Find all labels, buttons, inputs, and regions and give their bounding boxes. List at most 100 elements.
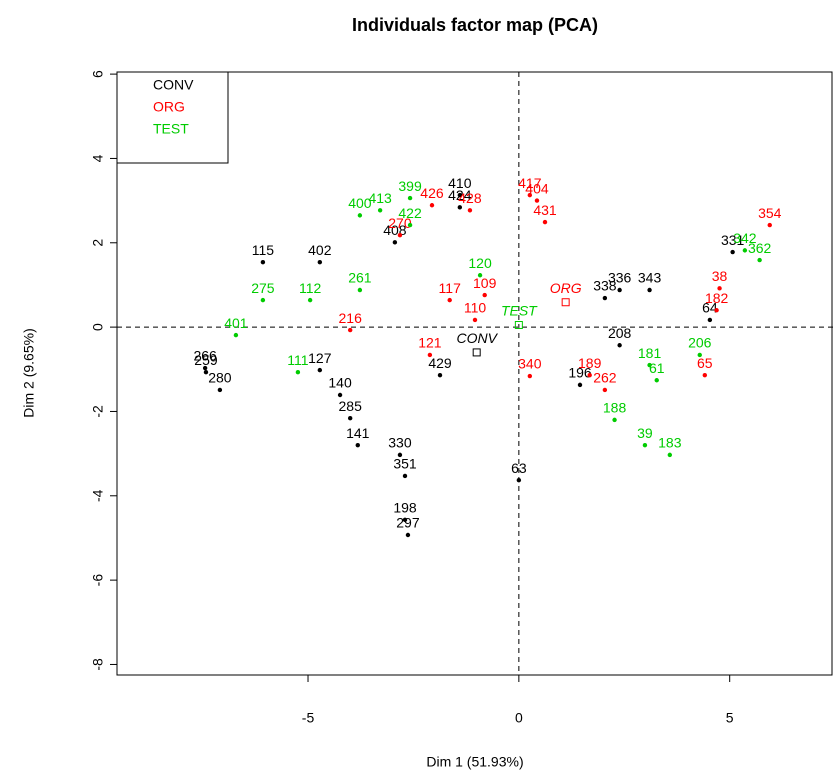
point-label: 65	[697, 355, 713, 371]
y-tick-label: 4	[90, 154, 106, 162]
point-label: 413	[368, 190, 392, 206]
point-label: 61	[649, 360, 665, 376]
point	[717, 286, 722, 291]
y-tick-label: -6	[90, 574, 106, 587]
point-label: 38	[712, 268, 728, 284]
point	[767, 222, 772, 228]
point	[295, 370, 301, 375]
point	[347, 415, 353, 421]
point-label: 428	[458, 190, 482, 206]
point-label: 429	[428, 355, 452, 371]
legend-label: CONV	[153, 77, 194, 93]
point-label: 402	[308, 242, 332, 258]
centroid-label: CONV	[456, 330, 498, 346]
y-tick-label: -2	[90, 405, 106, 418]
point-label: 431	[533, 202, 557, 218]
point	[307, 297, 313, 303]
point-label: 120	[468, 255, 492, 271]
point-label: 285	[339, 398, 363, 414]
point-label: 275	[251, 280, 275, 296]
point-label: 261	[348, 270, 372, 286]
point-label: 109	[473, 275, 497, 291]
point	[482, 292, 487, 298]
point	[702, 372, 708, 378]
point	[642, 442, 648, 448]
point-label: 342	[733, 230, 757, 246]
point	[542, 219, 548, 225]
point	[203, 370, 209, 375]
point-label: 198	[393, 500, 417, 516]
point	[377, 208, 383, 213]
point-label: 343	[638, 270, 662, 286]
point	[407, 222, 413, 228]
point	[405, 532, 411, 538]
centroid-label: TEST	[501, 303, 538, 319]
point	[730, 249, 735, 255]
point	[477, 273, 483, 278]
point-label: 63	[511, 460, 527, 476]
point-label: 189	[578, 355, 602, 371]
point	[587, 372, 592, 378]
point	[317, 367, 323, 373]
point	[407, 195, 413, 201]
point-label: 183	[658, 435, 682, 451]
point	[612, 417, 617, 423]
point-label: 111	[287, 352, 308, 368]
point-label: 140	[328, 375, 352, 391]
point-label: 117	[439, 280, 462, 296]
point-label: 401	[224, 315, 248, 331]
point-label: 188	[603, 400, 627, 416]
point	[317, 259, 323, 265]
point	[437, 372, 443, 378]
point	[467, 208, 473, 213]
point-label: 330	[388, 435, 412, 451]
point-label: 196	[568, 365, 592, 381]
plot-frame	[116, 71, 833, 676]
legend-label: TEST	[153, 121, 189, 137]
centroid-label: ORG	[550, 280, 582, 296]
point-label: 115	[252, 242, 275, 258]
point-label: 354	[758, 205, 782, 221]
point-label: 270	[388, 215, 412, 231]
point-label: 216	[339, 310, 363, 326]
point	[516, 477, 522, 483]
point-label: 399	[398, 178, 422, 194]
point-label: 410	[448, 175, 472, 191]
point	[347, 327, 353, 333]
point	[402, 517, 408, 523]
point-label: 64	[702, 300, 718, 316]
legend-label: ORG	[153, 99, 185, 115]
point-label: 121	[418, 335, 442, 351]
point	[647, 362, 652, 368]
centroid	[472, 348, 481, 357]
point-label: 206	[688, 335, 712, 351]
point-label: 259	[194, 352, 218, 368]
point-label: 39	[637, 425, 653, 441]
point	[742, 248, 748, 253]
legend-box	[116, 71, 229, 164]
point	[217, 387, 223, 393]
centroid	[514, 321, 523, 330]
y-tick-label: -8	[90, 658, 106, 671]
point	[527, 373, 533, 379]
point-label: 426	[420, 185, 444, 201]
point	[602, 387, 608, 393]
point-label: 404	[525, 180, 549, 196]
point	[534, 198, 540, 203]
point	[392, 240, 398, 245]
point	[260, 297, 266, 303]
point-label: 340	[518, 356, 542, 372]
point-label: 141	[346, 425, 370, 441]
point-label: 417	[518, 175, 542, 191]
chart-title: Individuals factor map (PCA)	[352, 15, 598, 35]
point	[707, 317, 713, 323]
point-label: 400	[348, 195, 372, 211]
point	[577, 382, 583, 388]
point-label: 297	[396, 515, 420, 531]
point-label: 336	[608, 270, 632, 286]
point-label: 262	[593, 370, 617, 386]
point	[337, 392, 343, 398]
point-label: 181	[638, 345, 662, 361]
point	[757, 257, 762, 263]
